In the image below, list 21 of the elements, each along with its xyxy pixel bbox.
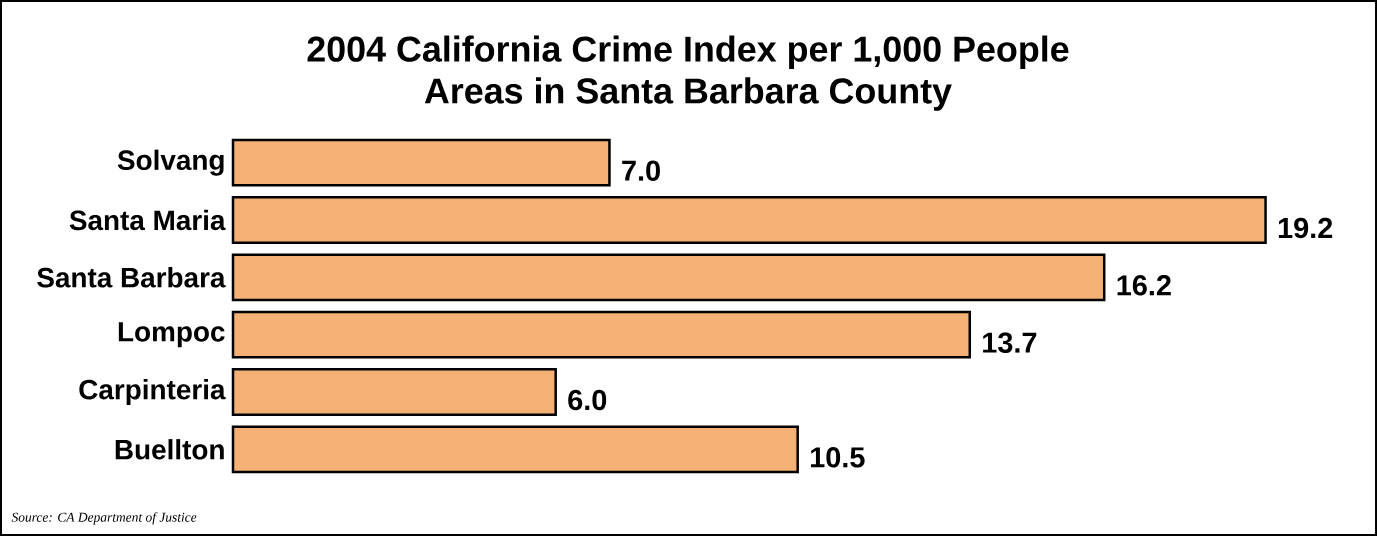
source-note: Source: CA Department of Justice bbox=[11, 512, 197, 525]
chart-title: 2004 California Crime Index per 1,000 People bbox=[307, 35, 1069, 69]
y-tick-label: Santa Barbara bbox=[37, 267, 226, 288]
bar bbox=[231, 138, 611, 187]
data-label: 13.7 bbox=[983, 332, 1037, 353]
y-tick-label: Santa Maria bbox=[69, 209, 226, 231]
y-tick-label: Carpinteria bbox=[79, 379, 226, 405]
bar bbox=[231, 310, 972, 359]
chart-subtitle: Areas in Santa Barbara County bbox=[424, 77, 952, 111]
y-tick-label: Solvang bbox=[117, 149, 224, 176]
bar bbox=[231, 253, 1106, 302]
data-label: 10.5 bbox=[811, 447, 865, 468]
data-label: 6.0 bbox=[568, 389, 607, 411]
bar bbox=[231, 425, 799, 474]
bar bbox=[231, 196, 1267, 244]
y-tick-label: Buellton bbox=[115, 439, 224, 460]
data-label: 16.2 bbox=[1117, 275, 1171, 296]
bar bbox=[231, 368, 557, 416]
data-label: 19.2 bbox=[1278, 217, 1333, 239]
y-tick-label: Lompoc bbox=[118, 322, 225, 348]
data-label: 7.0 bbox=[622, 160, 660, 181]
